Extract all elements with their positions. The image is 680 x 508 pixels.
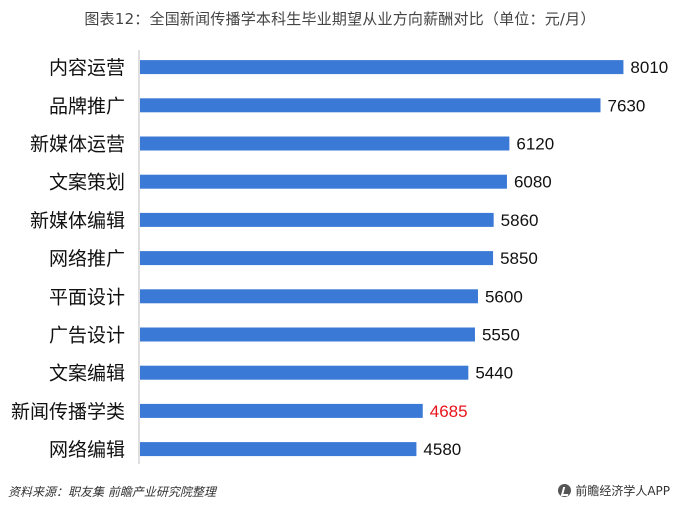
bar: [140, 442, 417, 457]
category-label: 内容运营: [49, 57, 125, 79]
category-label: 品牌推广: [49, 95, 125, 117]
category-label: 新闻传播学类: [11, 401, 125, 423]
bar: [140, 136, 510, 151]
bar: [140, 403, 423, 418]
bar: [140, 212, 494, 227]
source-note: 资料来源：职友集 前瞻产业研究院整理: [8, 485, 216, 499]
category-label: 文案策划: [49, 172, 125, 194]
value-label: 6120: [516, 135, 554, 154]
category-label: 文案编辑: [49, 363, 125, 385]
value-label: 5860: [501, 211, 539, 230]
brand-logo-icon: [558, 484, 572, 497]
bar: [140, 251, 494, 266]
value-label: 5550: [482, 326, 520, 345]
value-label: 4580: [423, 440, 461, 459]
brand-name: 前瞻经济学人APP: [575, 484, 670, 498]
bar: [140, 174, 507, 189]
brand-credit: 前瞻经济学人APP: [558, 482, 670, 499]
bars-group: 内容运营 8010 品牌推广 7630 新媒体运营 6120 文案策划 6080 新媒体编辑 58…: [11, 57, 668, 461]
category-label: 广告设计: [49, 325, 125, 347]
category-label: 网络推广: [49, 248, 125, 270]
value-label: 5440: [475, 364, 513, 383]
value-label: 4685: [430, 402, 468, 421]
category-label: 平面设计: [49, 286, 125, 308]
bar: [140, 98, 601, 113]
value-label: 8010: [630, 58, 668, 77]
category-label: 新媒体编辑: [30, 210, 125, 232]
value-label: 5850: [500, 249, 538, 268]
bar: [140, 327, 475, 342]
bar: [140, 60, 624, 75]
category-label: 新媒体运营: [30, 134, 125, 156]
value-label: 5600: [485, 287, 523, 306]
value-label: 6080: [514, 173, 552, 192]
category-label: 网络编辑: [49, 439, 125, 461]
bar: [140, 365, 469, 380]
chart-title: 图表12：全国新闻传播学本科生毕业期望从业方向薪酬对比（单位：元/月）: [84, 10, 596, 28]
value-label: 7630: [607, 96, 645, 115]
bar: [140, 289, 478, 304]
